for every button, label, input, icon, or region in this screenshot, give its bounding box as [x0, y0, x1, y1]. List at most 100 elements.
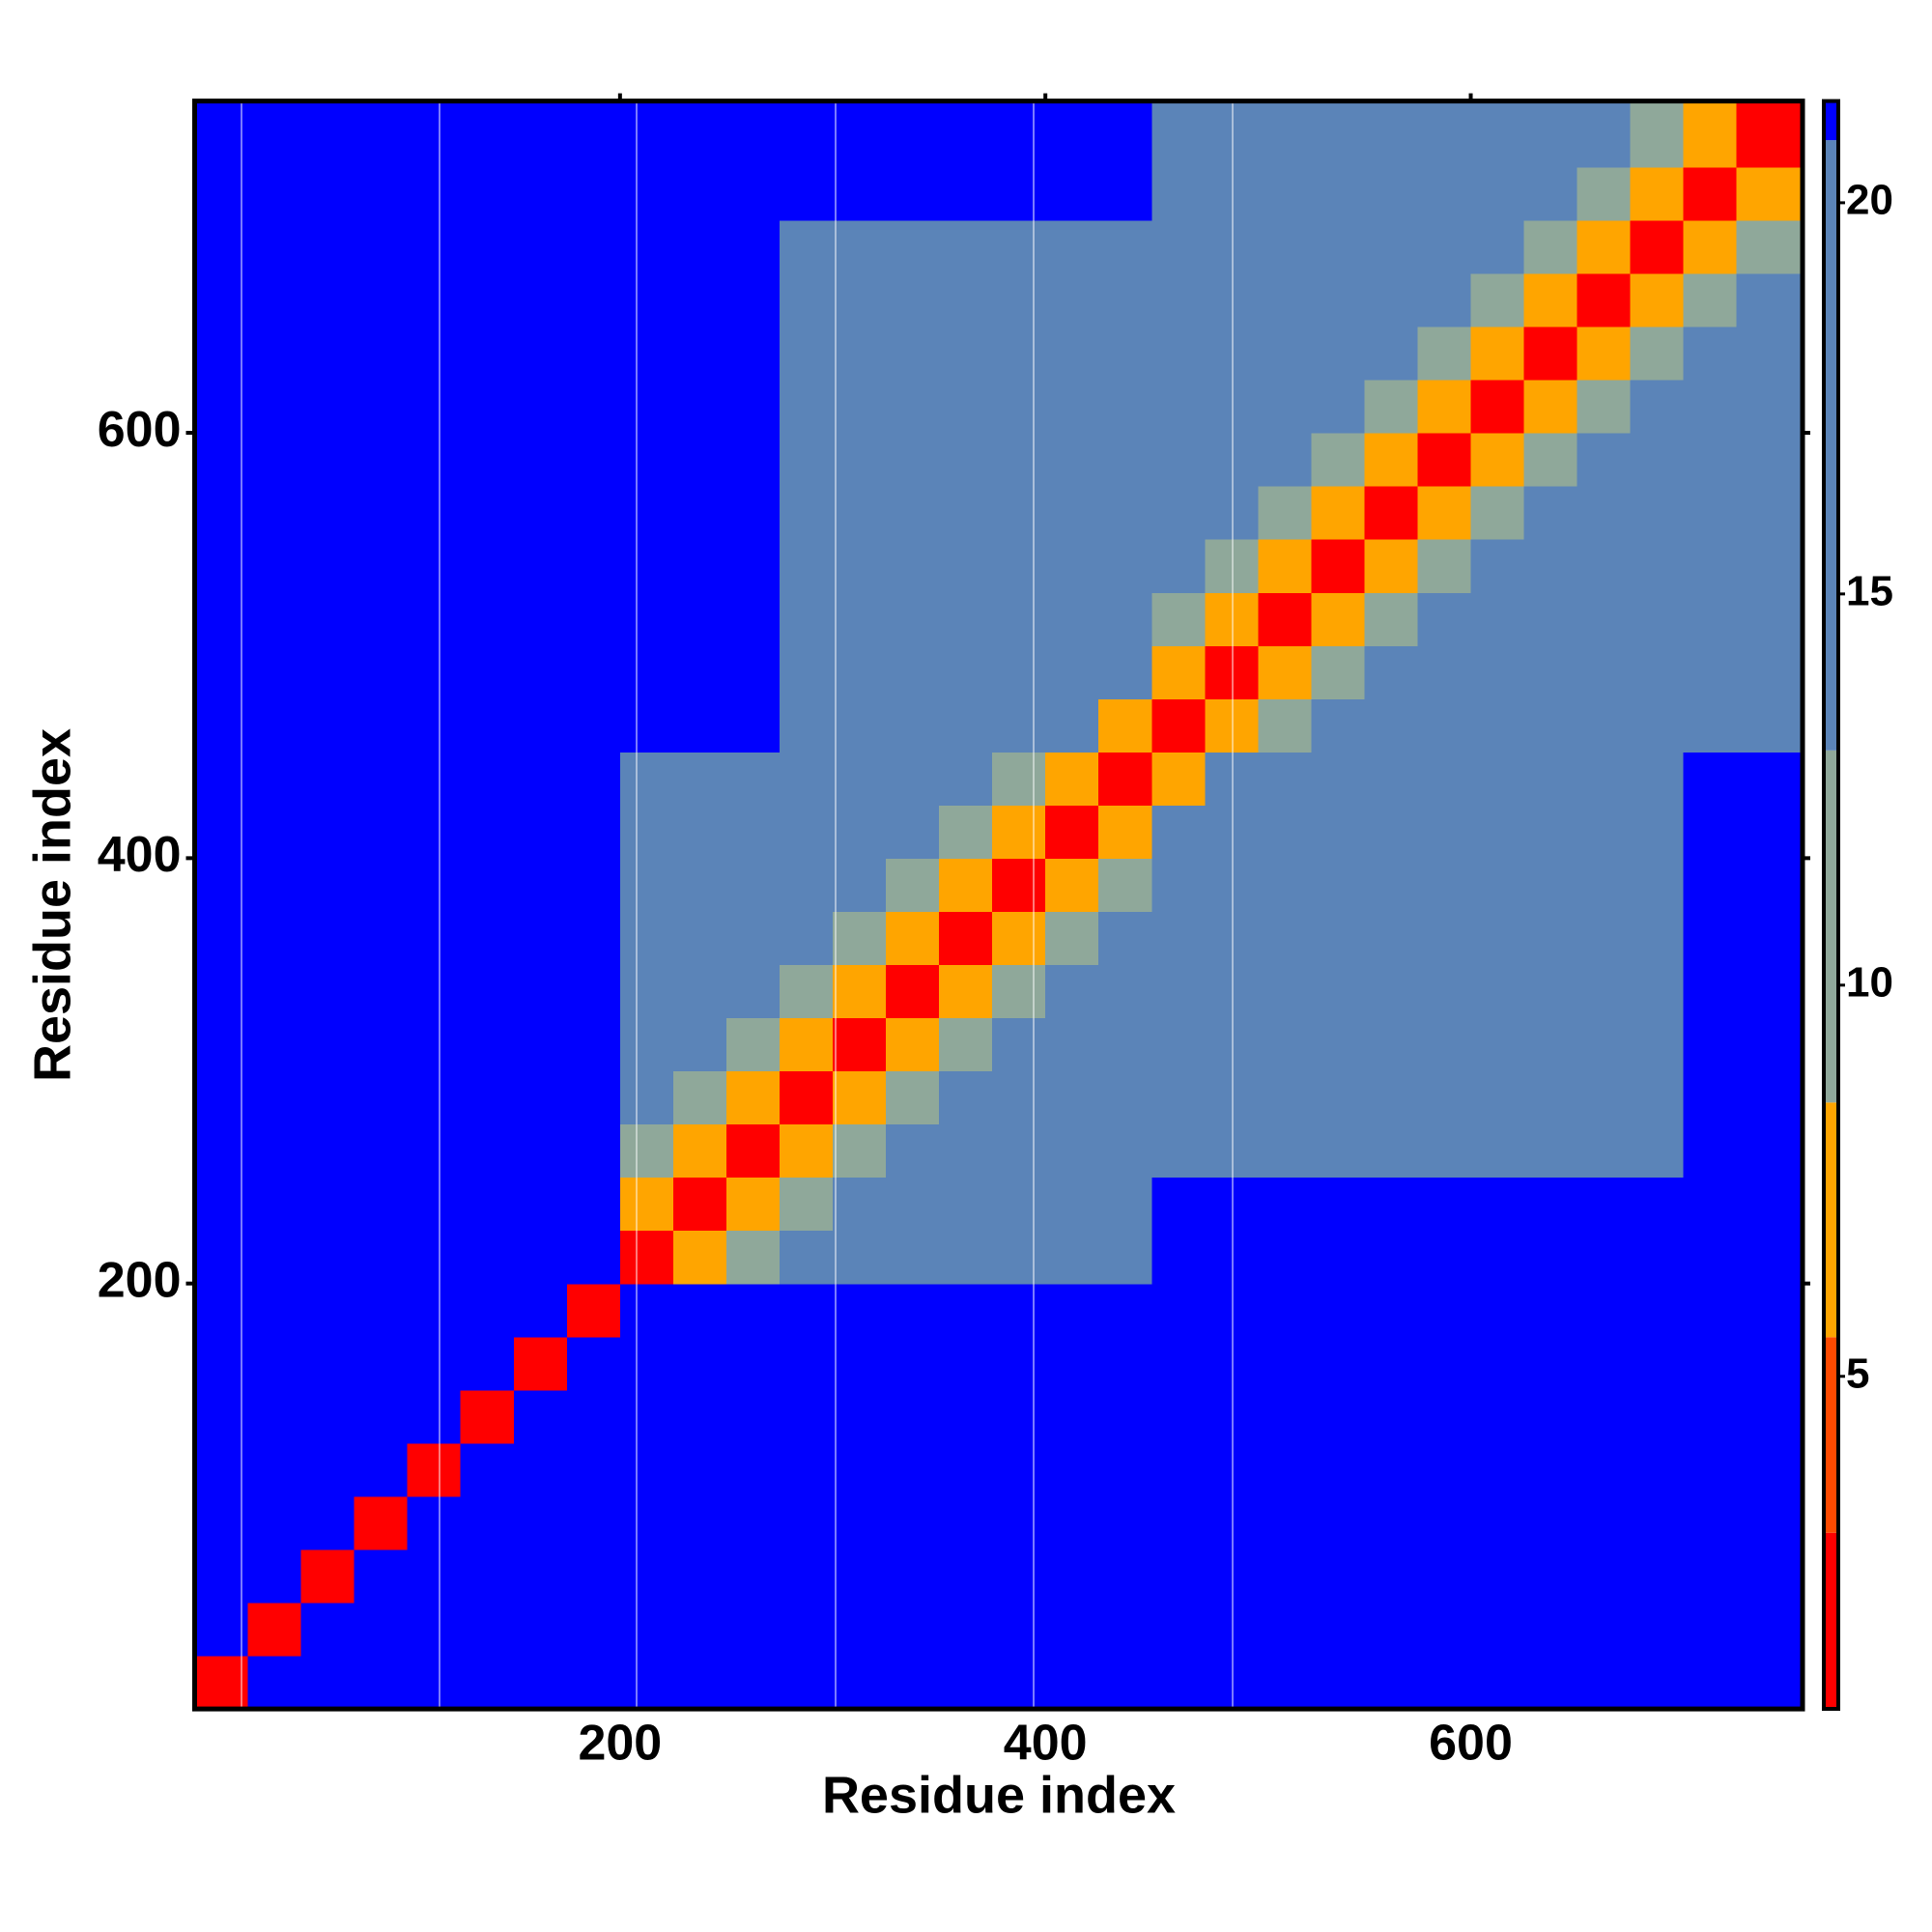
- heatmap-cell: [1151, 1602, 1206, 1657]
- heatmap-cell: [1364, 1495, 1419, 1550]
- heatmap-cell: [1736, 1495, 1804, 1550]
- heatmap-cell: [1098, 1177, 1152, 1232]
- heatmap-cell: [1098, 272, 1152, 327]
- heatmap-cell: [247, 1495, 302, 1550]
- heatmap-cell: [1258, 1602, 1313, 1657]
- heatmap-cell: [619, 911, 674, 966]
- heatmap-cell: [1151, 858, 1206, 913]
- heatmap-cell: [460, 272, 515, 327]
- heatmap-cell: [725, 592, 781, 646]
- heatmap-cell: [939, 805, 993, 859]
- heatmap-cell: [833, 805, 887, 859]
- heatmap-cell: [1098, 1495, 1152, 1550]
- heatmap-cell: [1577, 1177, 1632, 1232]
- heatmap-cell: [1470, 1070, 1525, 1125]
- heatmap-cell: [300, 219, 355, 274]
- heatmap-cell: [513, 539, 568, 593]
- heatmap-cell: [886, 1336, 940, 1391]
- heatmap-cell: [1258, 911, 1313, 966]
- heatmap-cell: [1683, 1655, 1738, 1710]
- heatmap-cell: [672, 964, 727, 1019]
- heatmap-cell: [1736, 1602, 1804, 1657]
- heatmap-cell: [1258, 858, 1313, 913]
- y-axis-title: Residue index: [23, 728, 81, 1082]
- heatmap-cell: [1151, 1283, 1206, 1338]
- heatmap-cell: [1683, 698, 1738, 753]
- heatmap-cell: [1098, 698, 1152, 753]
- heatmap-cell: [1417, 380, 1472, 434]
- heatmap-cell: [1523, 433, 1578, 487]
- heatmap-cell: [833, 486, 887, 540]
- heatmap-cell: [1523, 380, 1578, 434]
- heatmap-cell: [1417, 964, 1472, 1019]
- heatmap-cell: [779, 326, 834, 381]
- heatmap-cell: [779, 1548, 834, 1604]
- heatmap-cell: [1683, 964, 1738, 1019]
- heatmap-cell: [992, 326, 1046, 381]
- heatmap-cell: [1470, 326, 1525, 381]
- heatmap-cell: [194, 1442, 249, 1497]
- heatmap-cell: [513, 380, 568, 434]
- heatmap-cell: [779, 1017, 834, 1072]
- heatmap-cell: [1683, 219, 1738, 274]
- heatmap-cell: [779, 911, 834, 966]
- heatmap-cell: [407, 592, 462, 646]
- heatmap-cell: [779, 1495, 834, 1550]
- heatmap-cell: [1577, 1283, 1632, 1338]
- heatmap-cell: [779, 858, 834, 913]
- heatmap-cell: [1683, 645, 1738, 699]
- heatmap-cell: [1470, 539, 1525, 593]
- heatmap-cell: [619, 486, 674, 540]
- heatmap-cell: [886, 1548, 940, 1604]
- heatmap-cell: [939, 219, 993, 274]
- heatmap-cell: [194, 858, 249, 913]
- heatmap-cell: [886, 592, 940, 646]
- heatmap-cell: [1630, 1017, 1685, 1072]
- heatmap-cell: [1045, 433, 1099, 487]
- heatmap-cell: [1258, 1123, 1313, 1179]
- y-tick-label: 600: [98, 402, 182, 458]
- heatmap-cell: [619, 1602, 674, 1657]
- heatmap-cell: [1470, 1442, 1525, 1497]
- heatmap-cell: [1630, 911, 1685, 966]
- heatmap-cell: [513, 1548, 568, 1604]
- heatmap-cell: [619, 166, 674, 221]
- heatmap-cell: [407, 1070, 462, 1125]
- heatmap-cell: [247, 805, 302, 859]
- heatmap-cell: [1577, 752, 1632, 806]
- heatmap-cell: [513, 1230, 568, 1285]
- heatmap-cell: [1736, 1123, 1804, 1179]
- heatmap-cell: [354, 433, 409, 487]
- heatmap-cell: [672, 1655, 727, 1710]
- heatmap-cell: [247, 100, 302, 168]
- heatmap-cell: [1470, 1017, 1525, 1072]
- heatmap-cell: [566, 1442, 621, 1497]
- heatmap-cell: [1205, 1389, 1259, 1444]
- heatmap-cell: [1311, 1655, 1366, 1710]
- heatmap-cell: [566, 433, 621, 487]
- heatmap-cell: [407, 433, 462, 487]
- heatmap-cell: [247, 1177, 302, 1232]
- heatmap-cell: [1258, 1548, 1313, 1604]
- heatmap-cell: [1311, 272, 1366, 327]
- heatmap-cell: [354, 858, 409, 913]
- heatmap-cell: [619, 1017, 674, 1072]
- heatmap-cell: [1151, 752, 1206, 806]
- heatmap-cell: [1364, 272, 1419, 327]
- heatmap-cell: [1523, 592, 1578, 646]
- heatmap-cell: [1417, 166, 1472, 221]
- heatmap-cell: [1045, 645, 1099, 699]
- heatmap-cell: [939, 486, 993, 540]
- heatmap-cell: [1151, 326, 1206, 381]
- heatmap-cell: [1098, 1442, 1152, 1497]
- heatmap-cell: [992, 166, 1046, 221]
- heatmap-cell: [725, 1017, 781, 1072]
- heatmap-cell: [725, 539, 781, 593]
- heatmap-cell: [1364, 858, 1419, 913]
- heatmap-cell: [300, 1177, 355, 1232]
- heatmap-cell: [1311, 1389, 1366, 1444]
- heatmap-cell: [1470, 166, 1525, 221]
- heatmap-cell: [779, 805, 834, 859]
- heatmap-cell: [1630, 1123, 1685, 1179]
- heatmap-cell: [1417, 1017, 1472, 1072]
